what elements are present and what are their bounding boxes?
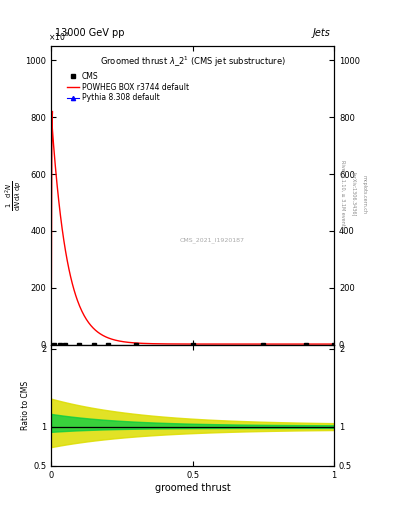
Text: [arXiv:1306.3436]: [arXiv:1306.3436]: [352, 173, 357, 217]
Text: Jets: Jets: [312, 28, 330, 38]
Text: Groomed thrust $\lambda\_2^1$ (CMS jet substructure): Groomed thrust $\lambda\_2^1$ (CMS jet s…: [100, 55, 285, 70]
Y-axis label: Ratio to CMS: Ratio to CMS: [21, 381, 30, 430]
Y-axis label: $\frac{1}{\mathrm{d}N}\frac{\mathrm{d}^2N}{\mathrm{d}\lambda\,\mathrm{d}p}$: $\frac{1}{\mathrm{d}N}\frac{\mathrm{d}^2…: [4, 180, 24, 211]
Text: $\times10^3$: $\times10^3$: [48, 31, 70, 43]
X-axis label: groomed thrust: groomed thrust: [155, 482, 230, 493]
Text: CMS_2021_I1920187: CMS_2021_I1920187: [180, 237, 245, 243]
Text: mcplots.cern.ch: mcplots.cern.ch: [362, 175, 367, 214]
Text: Rivet 3.1.10, ≥ 3.1M events: Rivet 3.1.10, ≥ 3.1M events: [340, 160, 345, 229]
Legend: CMS, POWHEG BOX r3744 default, Pythia 8.308 default: CMS, POWHEG BOX r3744 default, Pythia 8.…: [63, 68, 193, 106]
Text: 13000 GeV pp: 13000 GeV pp: [55, 28, 125, 38]
